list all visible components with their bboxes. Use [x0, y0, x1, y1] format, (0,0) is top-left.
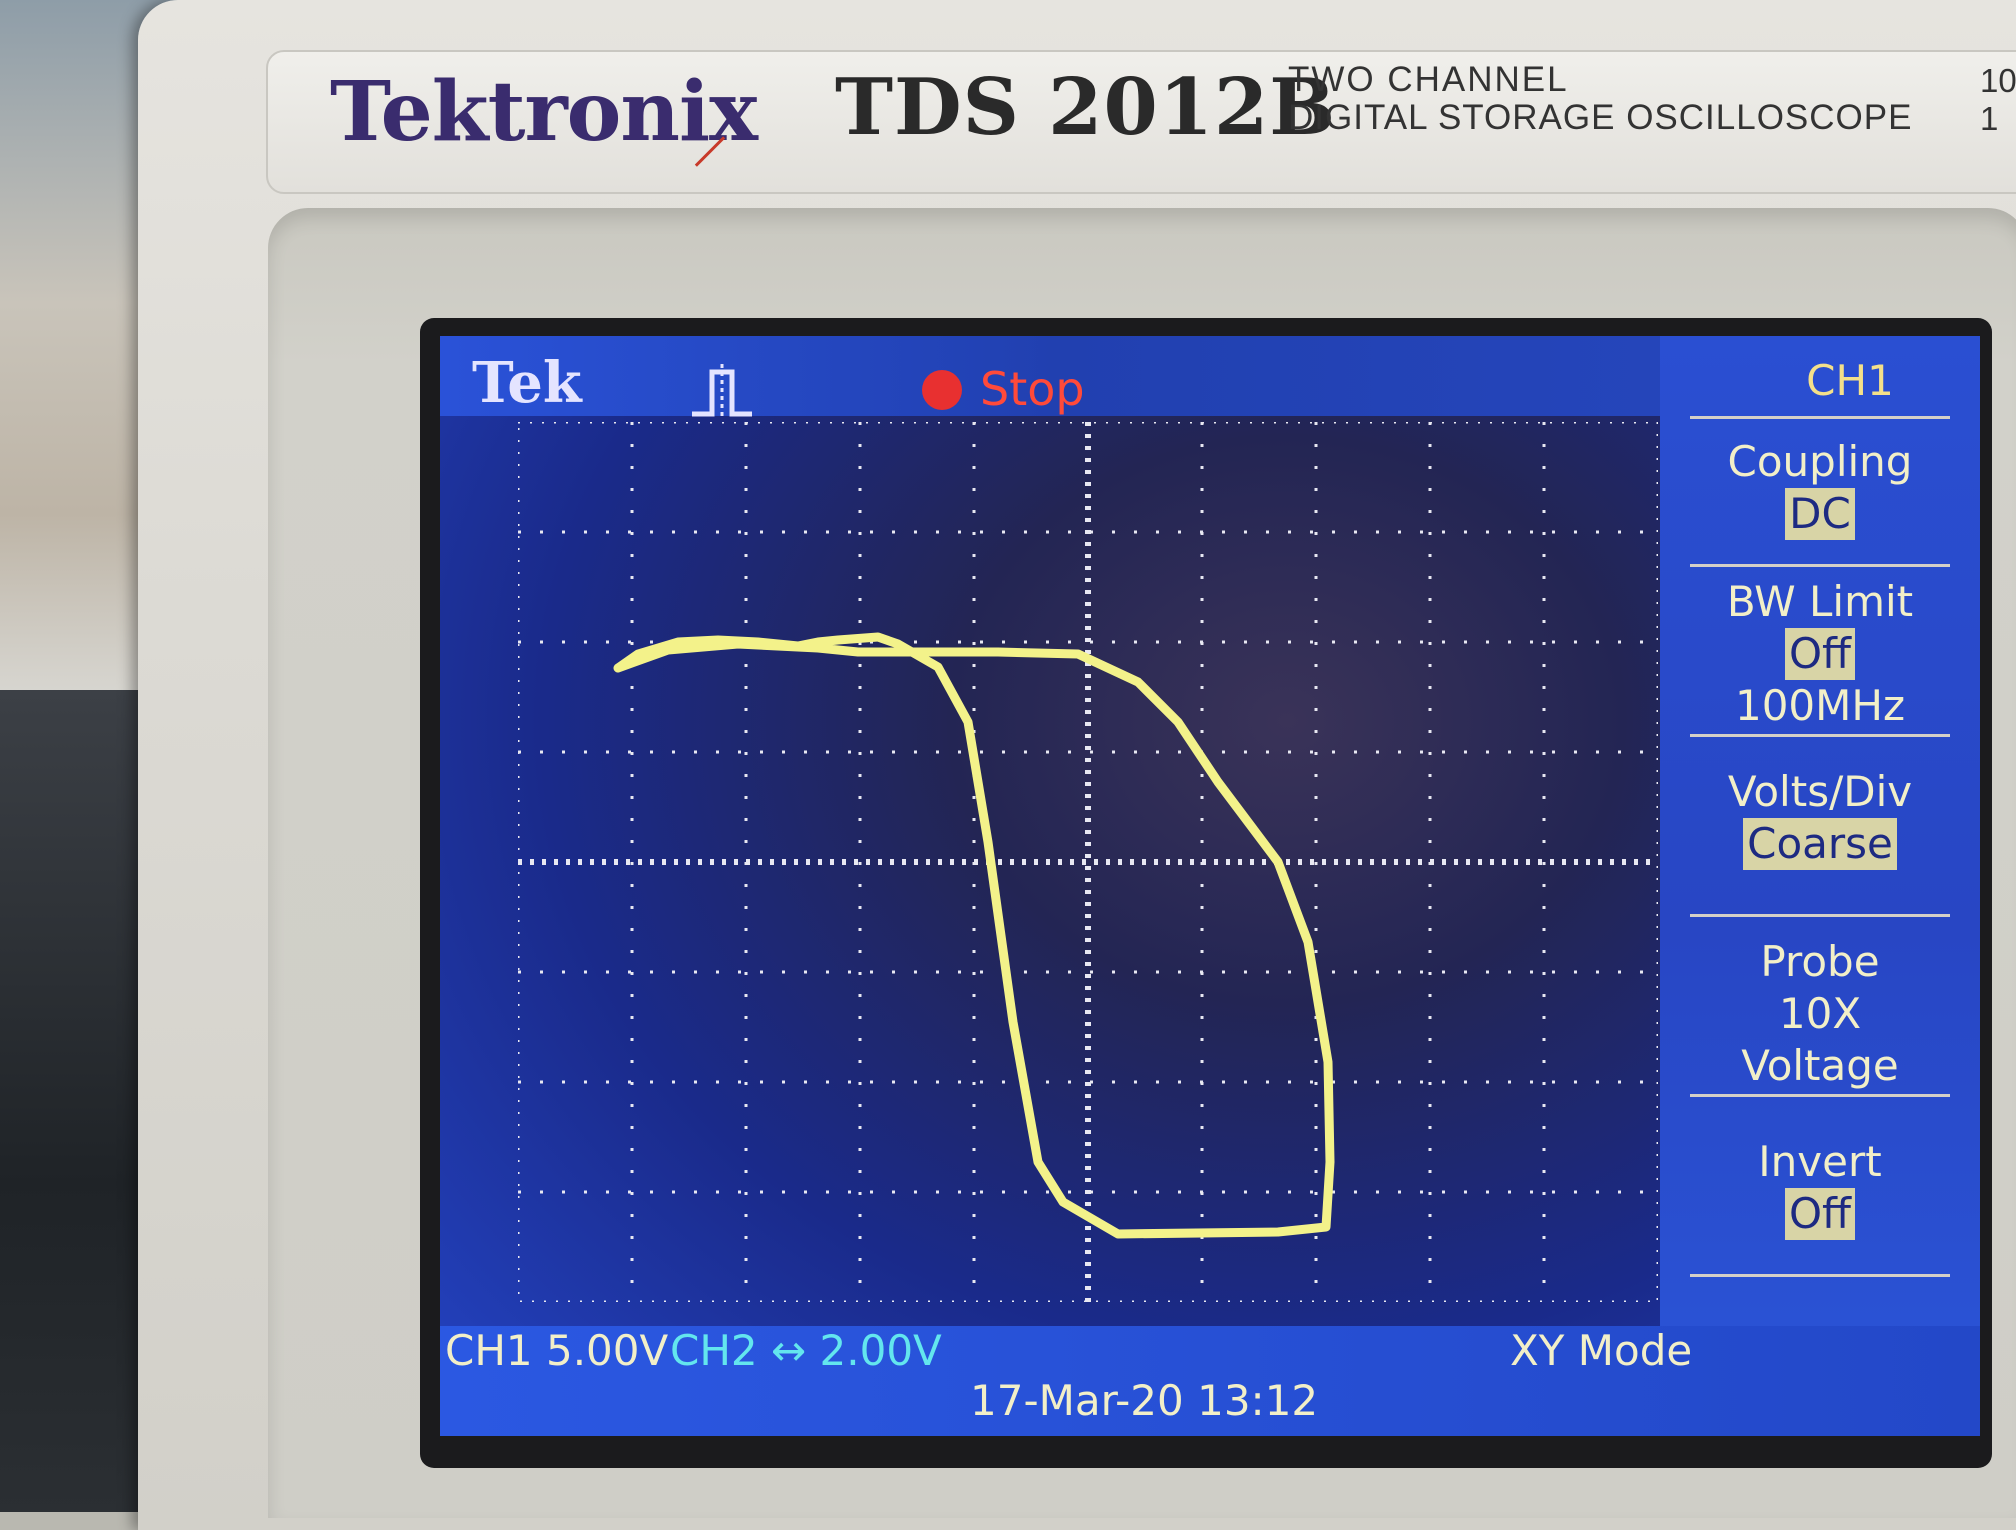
menu-volts-div[interactable]: Volts/Div Coarse — [1700, 766, 1940, 870]
menu-title: CH1 — [1806, 356, 1894, 405]
menu-separator — [1690, 734, 1950, 737]
brand-logo: Tektronix — [330, 64, 758, 160]
menu-separator — [1690, 416, 1950, 419]
coupling-value: DC — [1785, 488, 1855, 540]
bw-limit-label: BW Limit — [1726, 577, 1914, 626]
bw-limit-value: Off — [1785, 628, 1855, 680]
menu-probe[interactable]: Probe 10X Voltage — [1700, 936, 1940, 1092]
menu-separator — [1690, 1274, 1950, 1277]
menu-separator — [1690, 914, 1950, 917]
menu-separator — [1690, 564, 1950, 567]
probe-extra: Voltage — [1741, 1041, 1899, 1090]
menu-coupling[interactable]: Coupling DC — [1700, 436, 1940, 540]
model-number: TDS 2012B — [835, 62, 1337, 153]
display-mode-readout: XY Mode — [1510, 1326, 1693, 1375]
coupling-label: Coupling — [1727, 437, 1913, 486]
menu-bw-limit[interactable]: BW Limit Off 100MHz — [1700, 576, 1940, 732]
invert-label: Invert — [1758, 1137, 1882, 1186]
timestamp: 17-Mar-20 13:12 — [970, 1376, 1319, 1425]
bw-limit-extra: 100MHz — [1734, 681, 1906, 730]
display-screen: Tek Stop CH1 Coupling DC BW Limit Off 10… — [440, 336, 1980, 1436]
stop-indicator-icon — [922, 370, 962, 410]
tek-logo: Tek — [472, 350, 582, 416]
screen-bottom-bar — [440, 1326, 1980, 1436]
nameplate — [266, 50, 2016, 194]
run-state-label: Stop — [980, 362, 1085, 416]
model-description-line2: DIGITAL STORAGE OSCILLOSCOPE — [1288, 98, 1913, 137]
volts-div-value: Coarse — [1743, 818, 1897, 870]
ch2-scale-readout: CH2 ↔ 2.00V — [670, 1326, 942, 1375]
probe-value: 10X — [1778, 989, 1862, 1038]
side-code-line1: 10 — [1980, 62, 2016, 99]
menu-separator — [1690, 1094, 1950, 1097]
volts-div-label: Volts/Div — [1727, 767, 1913, 816]
pulse-trigger-icon — [692, 364, 752, 420]
probe-label: Probe — [1760, 937, 1880, 986]
ch1-scale-readout: CH1 5.00V — [445, 1326, 669, 1375]
xy-trace — [613, 632, 1335, 1239]
invert-value: Off — [1785, 1188, 1855, 1240]
menu-invert[interactable]: Invert Off — [1700, 1136, 1940, 1240]
side-code-line2: 1 — [1980, 100, 1999, 137]
xy-graticule — [518, 422, 1658, 1302]
model-description-line1: TWO CHANNEL — [1288, 60, 1569, 99]
